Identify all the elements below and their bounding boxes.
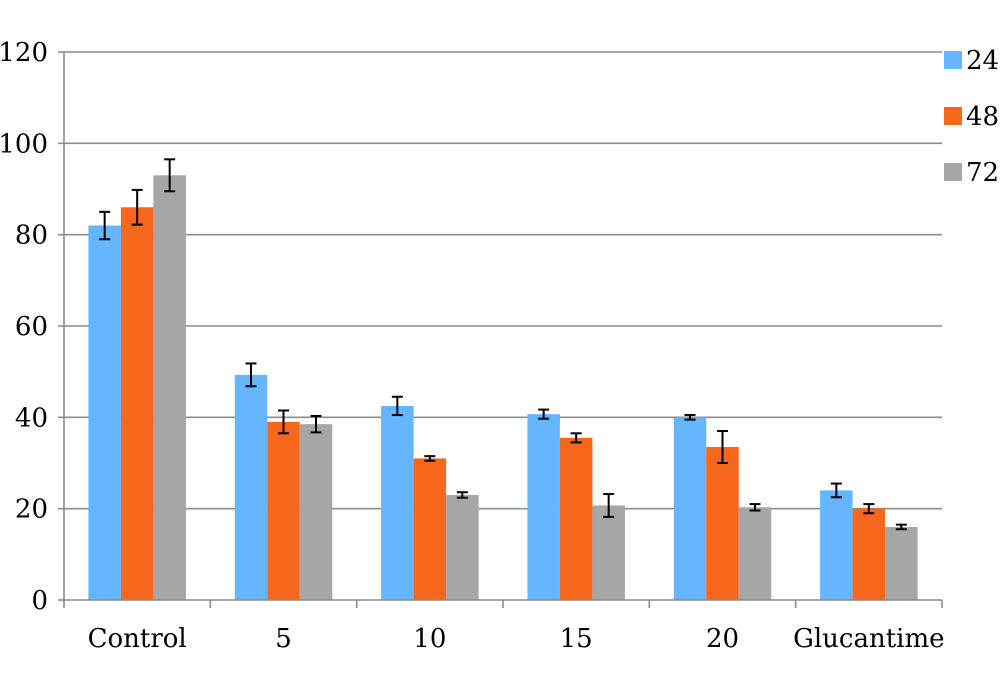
x-tick-label: 10: [413, 624, 446, 654]
bar: [820, 490, 853, 600]
bar: [673, 417, 707, 600]
bar: [446, 494, 479, 600]
bar: [267, 421, 300, 600]
bar: [592, 505, 625, 600]
bar: [381, 405, 414, 600]
y-tick-label: 40: [15, 403, 48, 433]
y-tick-label: 100: [0, 129, 48, 159]
x-tick-label: 20: [706, 624, 739, 654]
bar: [234, 374, 268, 600]
bar: [299, 424, 333, 600]
bar: [852, 508, 886, 600]
legend-label: 72: [966, 158, 999, 188]
bar: [120, 207, 154, 600]
bar: [88, 225, 121, 601]
legend-label: 24: [966, 46, 999, 76]
x-tick-label: Glucantime: [793, 624, 944, 654]
bar: [885, 526, 918, 600]
bar: [153, 175, 186, 601]
legend-label: 48: [966, 102, 999, 132]
x-tick-label: 15: [560, 624, 593, 654]
x-axis-tick-labels: Control 5 10 15 20 Glucantime: [63, 600, 945, 654]
error-bars: [99, 158, 907, 531]
x-tick-label: Control: [88, 624, 187, 654]
y-tick-label: 120: [0, 38, 48, 68]
bar: [706, 447, 739, 600]
bar: [738, 507, 772, 600]
y-tick-label: 20: [15, 495, 48, 525]
bars: [88, 175, 918, 601]
bar: [527, 414, 560, 600]
bar: [559, 437, 593, 600]
y-tick-label: 60: [15, 312, 48, 342]
legend-swatch: [944, 163, 962, 181]
y-tick-label: 0: [31, 586, 48, 616]
legend-swatch: [944, 107, 962, 125]
legend-swatch: [944, 51, 962, 69]
x-tick-label: 5: [275, 624, 292, 654]
y-axis-tick-labels: 0 20 40 60 80 100 120: [0, 38, 64, 616]
y-tick-label: 80: [15, 221, 48, 251]
bar: [413, 458, 447, 600]
legend: 24 48 72: [944, 46, 999, 188]
gridlines: [64, 51, 942, 510]
